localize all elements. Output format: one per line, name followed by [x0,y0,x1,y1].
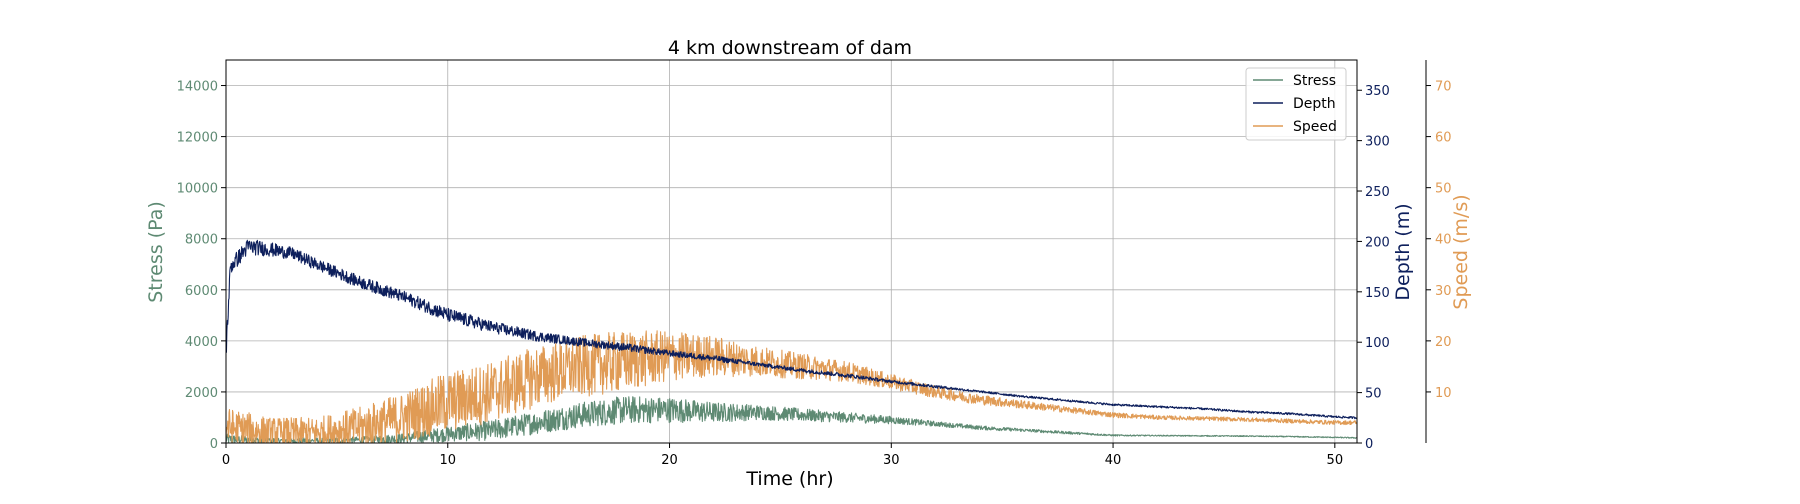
stress-tick-label: 0 [210,437,218,452]
legend-box [1245,67,1347,141]
series-line-depth [225,239,1358,420]
stress-tick-label: 6000 [185,284,218,299]
stress-tick-label: 4000 [185,335,218,350]
legend-label-depth: Depth [1293,96,1336,112]
series-line-speed [225,330,1358,444]
speed-tick-label: 70 [1435,80,1452,95]
legend-label-speed: Speed [1293,119,1337,135]
speed-tick-label: 60 [1435,131,1452,146]
depth-tick-label: 50 [1365,387,1382,402]
stress-tick-label: 8000 [185,233,218,248]
depth-tick-label: 150 [1365,286,1390,301]
x-tick-label: 30 [883,453,900,468]
legend-label-stress: Stress [1293,73,1336,89]
depth-tick-label: 250 [1365,185,1390,200]
legend: Stress Depth Speed [1245,67,1347,141]
speed-tick-label: 20 [1435,335,1452,350]
x-tick-label: 40 [1105,453,1122,468]
depth-tick-label: 350 [1365,84,1390,99]
plot-series [225,239,1358,444]
x-tick-label: 10 [439,453,456,468]
depth-axis-title: Depth (m) [1392,203,1414,300]
stress-tick-label: 14000 [177,80,218,95]
stress-tick-label: 10000 [177,182,218,197]
x-tick-label: 20 [661,453,678,468]
stress-tick-label: 2000 [185,386,218,401]
x-tick-label: 0 [222,453,230,468]
stress-axis-title: Stress (Pa) [145,201,167,303]
depth-tick-label: 200 [1365,235,1390,250]
speed-tick-label: 50 [1435,182,1452,197]
x-tick-label: 50 [1327,453,1344,468]
plot-frame [225,59,1358,444]
depth-tick-label: 0 [1365,437,1373,452]
speed-tick-label: 10 [1435,386,1452,401]
speed-tick-label: 40 [1435,233,1452,248]
x-axis-title: Time (hr) [745,468,833,490]
chart-title: 4 km downstream of dam [668,37,912,59]
speed-axis-title: Speed (m/s) [1450,194,1472,309]
depth-tick-label: 100 [1365,336,1390,351]
axes: 0 10 20 30 40 5002000400060008000100001200014… [177,59,1452,468]
stress-tick-label: 12000 [177,131,218,146]
speed-tick-label: 30 [1435,284,1452,299]
depth-tick-label: 300 [1365,135,1390,150]
